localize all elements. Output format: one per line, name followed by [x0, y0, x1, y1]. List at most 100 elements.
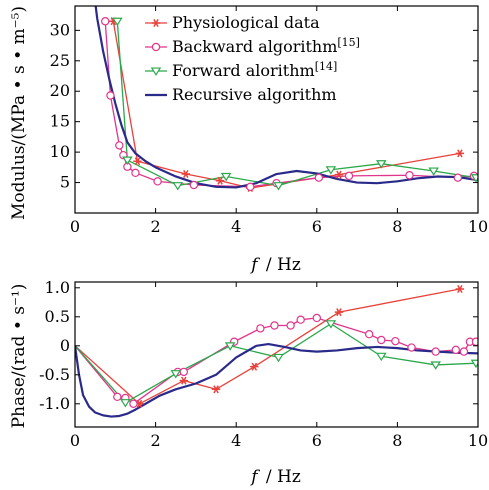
legend-marker-back	[151, 42, 161, 52]
modulus-x-tick-label: 6	[312, 217, 322, 236]
modulus-plot-frame	[74, 5, 479, 214]
modulus-y-tick-label: 20	[50, 81, 70, 100]
modulus-series-fwd-point	[220, 172, 232, 182]
phase-x-tick-label: 4	[231, 431, 241, 450]
modulus-series-back-point	[101, 17, 110, 26]
modulus-series-back-point	[131, 168, 140, 178]
modulus-x-tick-label: 0	[70, 217, 80, 236]
modulus-series-fwd-point	[112, 17, 123, 27]
phase-y-axis-label: Phase/(rad • s⁻¹)	[9, 284, 29, 429]
phase-series-fwd-point	[325, 320, 337, 329]
phase-series-phys-point	[455, 284, 465, 293]
phase-series-back-point	[391, 336, 400, 346]
phase-series-back-point	[364, 330, 374, 339]
phase-series-phys-point	[179, 376, 189, 385]
phase-y-tick-label: -1.0	[39, 394, 70, 413]
phase-series-fwd-point	[120, 399, 131, 408]
modulus-chart: 0 2 4 6 8 10 5 10 15 20 25 30 Modulus/(MPa • s • m⁻…	[9, 5, 488, 275]
modulus-series-fwd-point	[122, 156, 133, 165]
phase-x-axis-label-unit: / Hz	[266, 467, 301, 487]
phase-y-tick-label: 1.0	[45, 278, 70, 297]
modulus-series-phys-point	[109, 17, 118, 26]
modulus-series-back-point	[453, 173, 463, 182]
modulus-series-phys-point	[455, 149, 465, 158]
modulus-y-tick-label: 30	[50, 20, 70, 39]
modulus-x-tick-label: 10	[468, 217, 488, 236]
phase-series-fwd-point	[224, 342, 236, 351]
modulus-series-back-point	[106, 91, 115, 100]
legend-label-text: Forward alorithm	[172, 61, 315, 80]
phase-x-axis-label: f / Hz	[249, 467, 301, 487]
phase-series-layer	[75, 284, 478, 418]
modulus-series-back-point	[405, 171, 414, 180]
modulus-series-fwd-point	[470, 174, 478, 183]
phase-series-back-point	[377, 335, 386, 345]
phase-series-phys-point	[135, 399, 144, 408]
phase-y-tick-label: 0.5	[45, 307, 70, 326]
phase-x-tick-label: 6	[312, 431, 322, 450]
phase-series-fwd-point	[430, 361, 441, 370]
phase-series-back-point	[459, 347, 469, 356]
modulus-series-rec-line	[94, 6, 478, 189]
modulus-series-fwd-point	[172, 182, 184, 191]
phase-series-fwd-point	[470, 359, 478, 369]
modulus-series-phys-point	[215, 176, 225, 185]
modulus-series-back-point	[314, 173, 324, 182]
phase-series-back-point	[179, 367, 189, 377]
modulus-y-tick-label: 10	[50, 142, 70, 161]
legend-label-ref: [14]	[315, 60, 338, 73]
modulus-series-back-point	[115, 141, 124, 150]
modulus-x-axis-label-f: f	[249, 255, 260, 275]
modulus-x-axis-label: f / Hz	[249, 255, 301, 275]
modulus-x-tick-label: 4	[231, 217, 241, 236]
modulus-series-fwd-point	[325, 166, 337, 175]
modulus-series-fwd-point	[428, 167, 439, 176]
modulus-y-tick-label: 5	[60, 173, 70, 192]
phase-series-back-point	[286, 321, 295, 330]
phase-x-tick-label: 8	[392, 431, 402, 450]
phase-series-phys-point	[211, 385, 221, 394]
modulus-y-axis-label: Modulus/(MPa • s • m⁻⁵)	[9, 6, 29, 220]
modulus-y-tick-label: 25	[50, 51, 70, 70]
modulus-series-fwd-point	[273, 182, 284, 191]
modulus-series-back-point	[153, 177, 162, 186]
legend-label-rec: Recursive algorithm	[172, 85, 337, 104]
modulus-series-fwd-point	[375, 160, 387, 169]
legend-label-phys: Physiological data	[172, 13, 320, 32]
modulus-series-phys-point	[334, 170, 344, 179]
phase-x-tick-label: 2	[151, 431, 161, 450]
phase-series-back-point	[113, 392, 122, 402]
phase-ticks: 0 2 4 6 8 10 -1.0 -0.5 0 0.5 1.0	[39, 278, 488, 450]
phase-series-back-point	[431, 347, 440, 356]
phase-series-fwd-point	[273, 353, 284, 363]
phase-series-back-point	[129, 399, 138, 408]
modulus-series-phys-point	[133, 157, 142, 166]
modulus-x-tick-label: 8	[392, 217, 402, 236]
modulus-series-phys-point	[181, 170, 191, 179]
phase-series-rec-line	[75, 342, 478, 418]
phase-plot-frame	[74, 281, 479, 428]
legend-marker-phys	[151, 18, 161, 28]
legend-label-back: Backward algorithm[15]	[172, 36, 360, 56]
phase-x-axis-label-f: f	[249, 467, 260, 487]
phase-series-fwd-point	[170, 370, 182, 379]
modulus-series-back-point	[344, 171, 354, 181]
phase-series-back-point	[451, 345, 461, 355]
phase-series-back-point	[312, 313, 321, 323]
phase-series-back-line	[75, 317, 476, 405]
modulus-legend: Physiological data Backward algorithm[15]…	[145, 13, 360, 104]
phase-x-tick-label: 10	[468, 431, 488, 450]
phase-chart: 0 2 4 6 8 10 -1.0 -0.5 0 0.5 1.0 Phase/(rad • s⁻¹)…	[9, 278, 488, 487]
modulus-x-axis-label-unit: / Hz	[266, 255, 301, 275]
phase-series-phys-point	[334, 308, 344, 317]
legend-label-text: Physiological data	[172, 13, 320, 32]
modulus-y-tick-label: 15	[50, 112, 70, 131]
legend-label-fwd: Forward alorithm[14]	[172, 60, 337, 80]
phase-series-phys-point	[250, 362, 259, 371]
legend-label-text: Backward algorithm	[172, 37, 337, 56]
phase-y-tick-label: -0.5	[39, 365, 70, 384]
phase-series-fwd-point	[375, 352, 387, 362]
phase-y-tick-label: 0	[60, 336, 70, 355]
phase-series-back-point	[296, 315, 305, 324]
